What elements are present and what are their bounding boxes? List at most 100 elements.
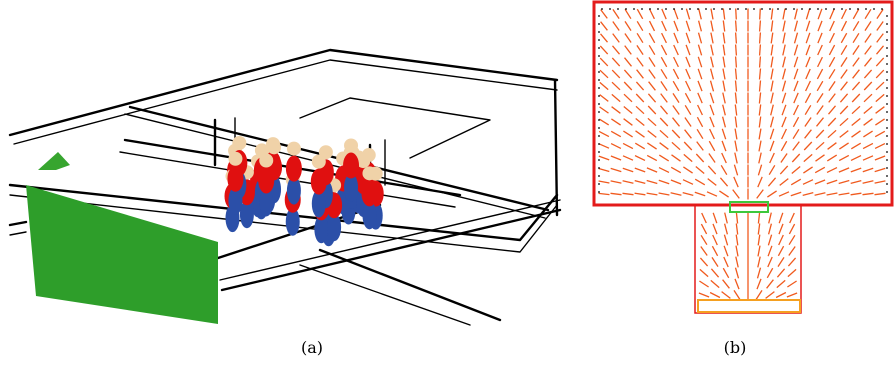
field-arrow [634,179,646,185]
field-arrow [734,116,738,128]
field-arrow [636,45,644,55]
wall-dot [598,127,600,129]
field-arrow [722,44,726,56]
field-arrow [758,80,762,92]
field-arrow [839,142,849,150]
field-arrow [732,189,740,199]
field-arrow [670,166,682,174]
field-arrow [612,45,620,55]
wall-dot [886,47,888,49]
field-arrow [670,179,682,185]
field-arrow [658,154,670,162]
field-arrow [817,8,823,20]
wireframe-beam [553,78,559,217]
field-arrow [875,81,885,91]
wall-dot [598,135,600,137]
field-arrow [697,104,703,116]
field-arrow [863,93,873,103]
field-arrow [648,32,656,44]
field-arrow [599,81,609,91]
field-arrow [793,68,799,80]
field-arrow [671,141,681,151]
field-arrow [610,167,622,173]
field-arrow [775,291,787,299]
field-arrow [611,57,621,67]
building-wireframe [8,48,562,326]
field-arrow [756,189,764,199]
field-arrow [874,180,886,184]
field-arrow [700,234,708,246]
field-arrow [862,155,874,161]
field-arrow [673,8,679,20]
field-arrow [694,191,706,197]
field-arrow [707,165,717,175]
wall-dot [657,8,659,10]
field-arrow [708,140,716,152]
field-arrow [875,106,885,114]
field-arrow [684,104,692,116]
field-arrow [710,32,714,44]
field-arrow [700,246,708,256]
wall-dot [857,8,859,10]
field-arrow [648,44,656,56]
field-arrow [685,44,691,56]
field-arrow [658,179,670,185]
field-arrow [838,179,850,185]
field-arrow [827,142,837,150]
field-arrow [876,45,884,55]
field-arrow [862,142,874,150]
field-arrow [598,167,610,173]
wall-dot [886,151,888,153]
field-arrow [802,179,814,185]
field-arrow [734,44,738,56]
field-arrow [758,92,762,104]
field-arrow [788,246,796,256]
field-arrow [600,33,608,43]
field-arrow [828,68,836,80]
field-arrow [757,223,761,235]
wall-dot [598,39,600,41]
wall-dot [886,71,888,73]
field-arrow [612,9,620,19]
field-arrow [874,192,886,196]
field-arrow [708,153,716,163]
field-arrow [770,80,774,92]
field-arrow [852,32,860,44]
field-arrow [757,164,763,176]
field-arrow [758,20,762,32]
field-arrow [658,192,670,196]
field-arrow [647,93,657,103]
wireframe-beam [220,208,562,292]
wall-dot [598,103,600,105]
field-arrow [734,56,738,68]
field-arrow [781,80,787,92]
field-arrow [672,105,680,115]
field-arrow [864,21,872,31]
field-arrow [755,290,763,300]
field-arrow [782,20,786,32]
field-arrow [722,80,726,92]
field-arrow [709,92,715,104]
field-arrow [768,164,776,176]
wall-dot [886,111,888,113]
field-arrow [622,192,634,196]
field-arrow [659,117,669,127]
field-arrow [685,20,691,32]
field-arrow [697,44,703,56]
wall-dot [809,8,811,10]
wall-dot [681,8,683,10]
field-arrow [735,245,739,257]
field-arrow [767,234,773,246]
field-arrow [600,21,608,31]
field-arrow [660,68,668,80]
field-arrow [647,117,657,127]
wall-dot [886,87,888,89]
wall-dot [886,167,888,169]
field-arrow [685,56,691,68]
field-arrow [712,223,718,235]
field-arrow [635,81,645,91]
field-arrow [648,69,656,79]
field-arrow [660,81,668,91]
field-arrow [699,268,709,278]
field-arrow [735,8,737,20]
